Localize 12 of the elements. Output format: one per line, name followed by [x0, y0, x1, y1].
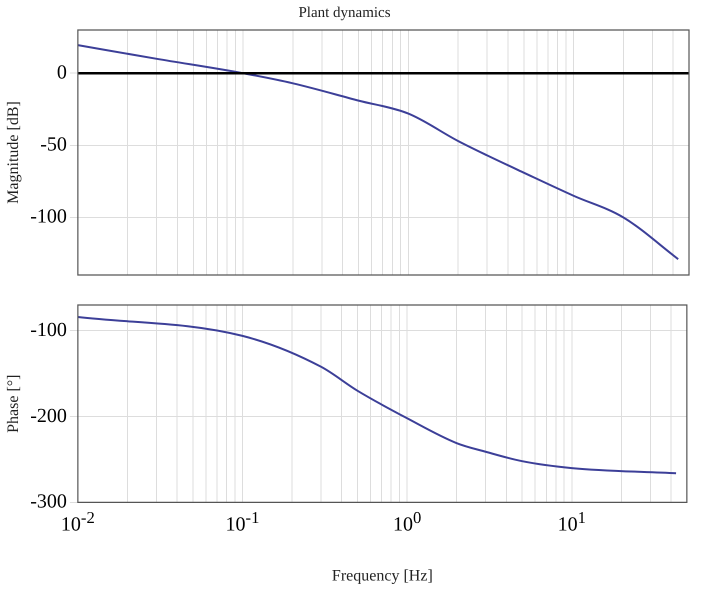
x-axis-title: Frequency [Hz] — [332, 568, 433, 585]
x-tick-label: 10$^{1}$ — [558, 507, 586, 538]
y-tick-label: -50 — [40, 134, 67, 156]
x-tick-label: 10$^{0}$ — [392, 507, 422, 538]
y-tick-label: -100 — [30, 319, 67, 341]
y-tick-label: 0 — [56, 61, 67, 84]
y-tick-label: -100 — [30, 206, 67, 228]
chart-title: Plant dynamics — [298, 4, 391, 21]
y-tick-label: -200 — [30, 404, 67, 427]
x-tick-label: 10$^{-1}$ — [226, 507, 260, 538]
y-axis-title: Phase [°] — [4, 374, 22, 433]
y-axis-title: Magnitude [dB] — [4, 101, 22, 204]
